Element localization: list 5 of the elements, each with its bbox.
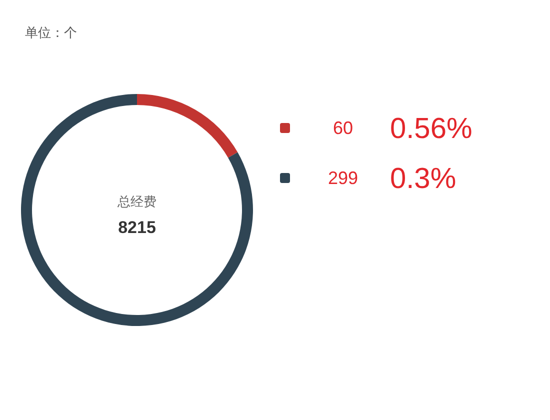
annotation: 0.56% xyxy=(390,113,472,145)
annotation: 0.3% xyxy=(390,163,456,195)
annotation: 总经费 xyxy=(118,194,156,209)
annotation: 8215 xyxy=(118,218,156,237)
title: 单位：个 xyxy=(25,25,77,40)
